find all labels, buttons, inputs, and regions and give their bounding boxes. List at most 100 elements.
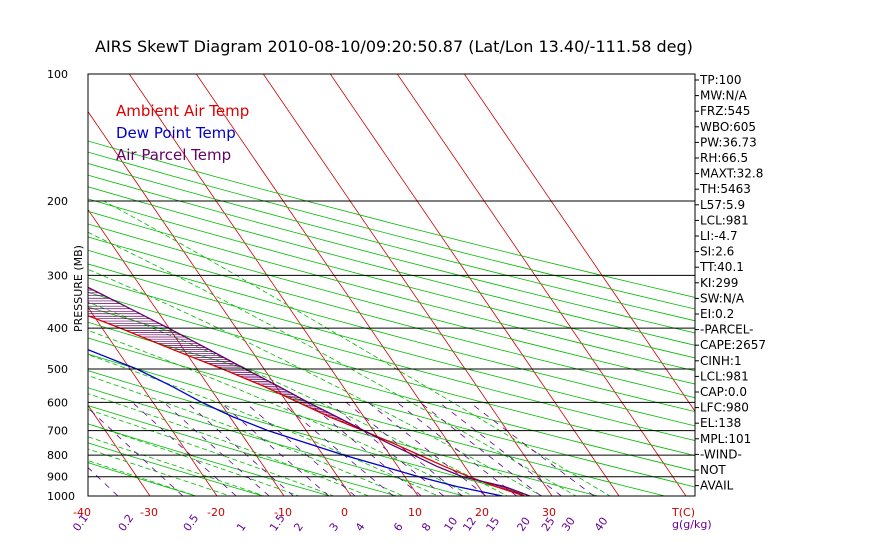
mixing-ratio-line <box>396 402 517 496</box>
dry-adiabat-line <box>88 277 695 441</box>
bottom-temp-tick-label: 20 <box>475 506 489 519</box>
moist-adiabat-line <box>88 409 335 496</box>
mixing-ratio-label: 1 <box>234 521 249 534</box>
y-axis-label: PRESSURE (MB) <box>72 245 85 332</box>
mixing-ratio-label: 40 <box>592 515 611 534</box>
index-label: CAPE:2657 <box>700 338 766 352</box>
dry-adiabat-line <box>88 223 695 385</box>
background-lines <box>0 65 695 505</box>
series-line <box>88 348 503 496</box>
mixing-ratio-label: 4 <box>353 521 368 534</box>
temp-unit-label: T(C) <box>671 506 695 519</box>
mixing-ratio-line <box>438 402 562 496</box>
dry-adiabat-line <box>88 249 695 413</box>
dry-adiabat-line <box>88 442 265 496</box>
mixing-ratio-line <box>469 402 595 496</box>
index-label: MPL:101 <box>700 432 751 446</box>
series-line <box>88 315 525 496</box>
bottom-temp-tick-label: -10 <box>274 506 292 519</box>
pressure-tick-label: 300 <box>47 269 68 282</box>
index-label: MW:N/A <box>700 89 748 103</box>
moist-adiabat-line <box>88 436 266 496</box>
dry-adiabat-line <box>88 353 600 496</box>
mixing-ratio-unit: g(g/kg) <box>672 518 712 531</box>
pressure-tick-label: 600 <box>47 396 68 409</box>
index-label: -WIND- <box>700 447 742 461</box>
moist-adiabat-line <box>88 268 543 496</box>
moist-adiabat-line <box>88 375 405 496</box>
mixing-ratio-line <box>186 402 294 496</box>
dry-adiabat-line <box>88 291 695 457</box>
index-label: L57:5.9 <box>700 198 745 212</box>
dry-adiabat-line <box>88 151 695 310</box>
index-label: -PARCEL- <box>700 323 754 337</box>
dry-adiabat-line <box>88 198 695 359</box>
legend: Ambient Air Temp Dew Point Temp Air Parcel… <box>116 102 249 164</box>
dry-adiabat-line <box>88 321 695 488</box>
mixing-ratio-label: 8 <box>419 521 434 534</box>
mixing-ratio-label: 3 <box>327 521 342 534</box>
bottom-temp-tick-label: -20 <box>207 506 225 519</box>
isotherm-line <box>329 74 620 496</box>
dry-adiabat-line <box>88 370 533 496</box>
index-label: KI:299 <box>700 276 738 290</box>
index-label: EL:138 <box>700 416 741 430</box>
moist-adiabat-line <box>103 200 611 496</box>
mixing-ratio-line <box>419 402 542 496</box>
dry-adiabat-line <box>88 387 466 496</box>
legend-entry: Ambient Air Temp <box>116 102 249 120</box>
dry-adiabat-line <box>88 140 695 298</box>
isotherm-line <box>262 74 553 496</box>
bottom-temp-tick-label: 0 <box>341 506 348 519</box>
mixing-ratio-label: 0.5 <box>181 512 202 534</box>
dry-adiabat-line <box>88 186 695 346</box>
index-label: RH:66.5 <box>700 151 748 165</box>
dry-adiabat-line <box>88 462 198 496</box>
moist-adiabat-line <box>88 330 474 496</box>
sounding-series <box>88 286 531 496</box>
index-label: CINH:1 <box>700 354 742 368</box>
index-label: CAP:0.0 <box>700 385 747 399</box>
isotherm-line <box>463 74 695 412</box>
dry-adiabat-line <box>88 337 667 496</box>
legend-entry: Air Parcel Temp <box>116 146 231 164</box>
index-label: LFC:980 <box>700 401 749 415</box>
pressure-tick-label: 1000 <box>47 490 75 503</box>
isotherm-line <box>88 208 285 496</box>
index-label: AVAIL <box>700 479 734 493</box>
pressure-tick-label: 800 <box>47 449 68 462</box>
index-label: SI:2.6 <box>700 245 734 259</box>
bottom-temp-tick-label: 10 <box>408 506 422 519</box>
index-label: PW:36.73 <box>700 135 757 149</box>
mixing-ratio-line <box>88 466 119 496</box>
dry-adiabat-line <box>88 306 695 472</box>
index-label: TH:5463 <box>699 182 751 196</box>
bottom-temp-tick-label: -40 <box>73 506 91 519</box>
mixing-ratio-label: 10 <box>442 515 461 534</box>
moist-adiabat-line <box>88 448 232 496</box>
moist-adiabat-line <box>88 354 440 496</box>
pressure-tick-label: 900 <box>47 471 68 484</box>
index-label: MAXT:32.8 <box>700 167 763 181</box>
mixing-ratio-label: 20 <box>514 515 533 534</box>
dry-adiabat-line <box>88 174 695 334</box>
moist-adiabat-line <box>88 460 198 496</box>
isotherm-line <box>195 74 486 496</box>
index-label: EI:0.2 <box>700 307 734 321</box>
pressure-tick-label: 200 <box>47 195 68 208</box>
isotherm-line <box>0 65 22 505</box>
index-label: LCL:981 <box>700 369 749 383</box>
dry-adiabat-line <box>88 162 695 322</box>
index-label: TP:100 <box>699 73 742 87</box>
mixing-ratio-label: 6 <box>391 521 406 534</box>
pressure-tick-label: 100 <box>47 68 68 81</box>
legend-entry: Dew Point Temp <box>116 124 236 142</box>
pressure-tick-label: 500 <box>47 363 68 376</box>
mixing-ratio-line <box>132 402 237 496</box>
moist-adiabat-line <box>88 393 370 496</box>
pressure-tick-label: 700 <box>47 425 68 438</box>
index-label: TT:40.1 <box>699 260 744 274</box>
dry-adiabat-line <box>88 236 695 399</box>
